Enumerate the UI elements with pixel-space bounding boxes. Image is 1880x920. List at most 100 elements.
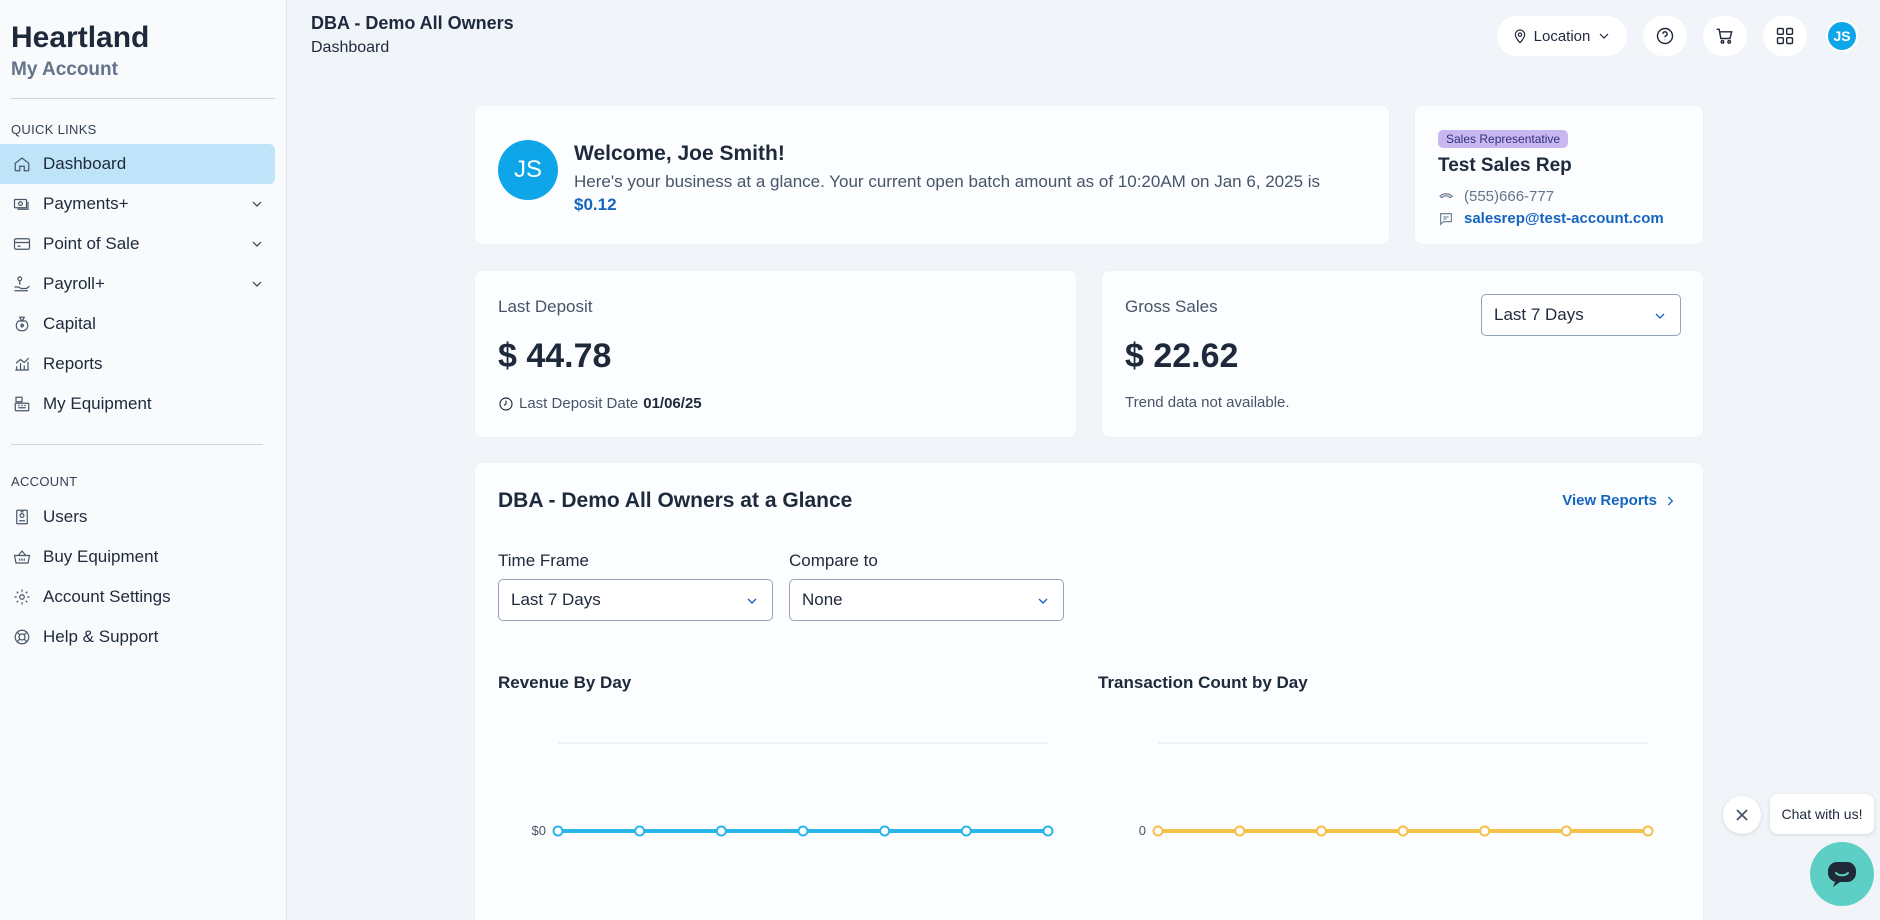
last-deposit-date: 01/06/25: [643, 395, 702, 412]
help-button[interactable]: [1643, 16, 1687, 56]
sidebar-item-label: Dashboard: [43, 154, 127, 173]
chevron-down-icon[interactable]: [249, 236, 265, 252]
sidebar-item-label: My Equipment: [43, 394, 152, 413]
data-point[interactable]: [1152, 825, 1164, 837]
home-icon: [12, 154, 32, 174]
divider: [11, 98, 275, 99]
data-point[interactable]: [960, 825, 972, 837]
sidebar-item-label: Reports: [43, 354, 103, 373]
lifebuoy-icon: [12, 627, 32, 647]
money-bag-icon: [12, 314, 32, 334]
sidebar-item-label: Help & Support: [43, 627, 159, 646]
data-point[interactable]: [634, 825, 646, 837]
time-frame-select[interactable]: Last 7 Days: [498, 579, 773, 621]
sidebar-item-point-of-sale[interactable]: Point of Sale: [0, 224, 275, 264]
gross-sales-value: $ 22.62: [1125, 337, 1239, 375]
register-icon: [12, 394, 32, 414]
brand-title: Heartland: [11, 21, 150, 54]
chart-title: Revenue By Day: [498, 673, 632, 692]
data-point[interactable]: [1642, 825, 1654, 837]
sidebar-item-label: Buy Equipment: [43, 547, 159, 566]
avatar: JS: [498, 140, 558, 200]
payroll-icon: [12, 274, 32, 294]
welcome-title: Welcome, Joe Smith!: [574, 142, 785, 165]
chevron-down-icon: [1596, 28, 1612, 44]
account-label: ACCOUNT: [11, 474, 78, 489]
chat-close-button[interactable]: [1723, 796, 1761, 834]
sidebar-item-users[interactable]: Users: [0, 497, 275, 537]
gear-icon: [12, 587, 32, 607]
data-point[interactable]: [1234, 825, 1246, 837]
gross-sales-range-select[interactable]: Last 7 Days: [1481, 294, 1681, 336]
sidebar-item-payments[interactable]: Payments+: [0, 184, 275, 224]
badge-icon: [12, 507, 32, 527]
cart-button[interactable]: [1703, 16, 1747, 56]
select-value: Last 7 Days: [1494, 305, 1584, 324]
y-tick-label: $0: [532, 823, 546, 838]
data-point[interactable]: [879, 825, 891, 837]
revenue-by-day-chart: $0: [532, 742, 1054, 838]
compare-to-select[interactable]: None: [789, 579, 1064, 621]
data-point[interactable]: [715, 825, 727, 837]
basket-icon: [12, 547, 32, 567]
sidebar-item-buy-equipment[interactable]: Buy Equipment: [0, 537, 275, 577]
sidebar-item-label: Point of Sale: [43, 234, 140, 253]
data-point[interactable]: [1315, 825, 1327, 837]
payments-icon: [12, 194, 32, 214]
data-point[interactable]: [1042, 825, 1054, 837]
welcome-card: JS Welcome, Joe Smith! Here's your busin…: [474, 105, 1390, 245]
page-title: DBA - Demo All Owners: [311, 13, 514, 33]
chart-icon: [12, 354, 32, 374]
help-icon: [1655, 26, 1675, 46]
rep-phone: (555)666-777: [1464, 188, 1555, 205]
chevron-down-icon[interactable]: [249, 196, 265, 212]
sales-rep-card: Sales Representative Test Sales Rep (555…: [1414, 105, 1704, 245]
compare-to-label: Compare to: [789, 551, 878, 570]
grid-icon: [1775, 26, 1795, 46]
sidebar-item-label: Users: [43, 507, 88, 526]
brand-subtitle: My Account: [11, 59, 118, 80]
chat-bubble[interactable]: Chat with us!: [1770, 794, 1874, 834]
chat-icon: [1826, 860, 1858, 888]
data-point[interactable]: [1560, 825, 1572, 837]
at-a-glance-card: DBA - Demo All Owners at a Glance View R…: [474, 462, 1704, 920]
chevron-down-icon[interactable]: [249, 276, 265, 292]
sidebar-item-label: Payroll+: [43, 274, 105, 293]
data-point[interactable]: [552, 825, 564, 837]
sidebar-item-label: Capital: [43, 314, 96, 333]
sidebar-item-capital[interactable]: Capital: [0, 304, 275, 344]
select-value: None: [802, 590, 843, 609]
welcome-text: Here's your business at a glance. Your c…: [574, 170, 1394, 216]
gross-sales-label: Gross Sales: [1125, 297, 1218, 316]
rep-email-link[interactable]: salesrep@test-account.com: [1464, 210, 1664, 227]
user-avatar[interactable]: JS: [1826, 20, 1858, 52]
view-reports-label: View Reports: [1562, 492, 1657, 509]
data-point[interactable]: [1397, 825, 1409, 837]
apps-button[interactable]: [1763, 16, 1807, 56]
sidebar-item-help-support[interactable]: Help & Support: [0, 617, 275, 657]
sidebar-item-reports[interactable]: Reports: [0, 344, 275, 384]
trend-note: Trend data not available.: [1125, 394, 1290, 411]
last-deposit-card: Last Deposit $ 44.78 Last Deposit Date 0…: [474, 270, 1077, 438]
data-point[interactable]: [1479, 825, 1491, 837]
rep-name: Test Sales Rep: [1438, 155, 1572, 176]
close-icon: [1735, 808, 1749, 822]
open-batch-amount: $0.12: [574, 195, 617, 214]
transaction-count-chart: 0: [1139, 742, 1654, 838]
sidebar-item-my-equipment[interactable]: My Equipment: [0, 384, 275, 424]
chat-launcher-button[interactable]: [1810, 842, 1874, 906]
welcome-message: Here's your business at a glance. Your c…: [574, 172, 1321, 191]
sidebar-item-payroll[interactable]: Payroll+: [0, 264, 275, 304]
view-reports-link[interactable]: View Reports: [1562, 492, 1677, 509]
sidebar-item-label: Account Settings: [43, 587, 171, 606]
chart-title: Transaction Count by Day: [1098, 673, 1308, 692]
data-point[interactable]: [797, 825, 809, 837]
sidebar-item-dashboard[interactable]: Dashboard: [0, 144, 275, 184]
sidebar-item-account-settings[interactable]: Account Settings: [0, 577, 275, 617]
brand: Heartland My Account: [0, 0, 286, 83]
sidebar-item-label: Payments+: [43, 194, 129, 213]
section-title: DBA - Demo All Owners at a Glance: [498, 489, 853, 512]
gross-sales-card: Gross Sales $ 22.62 Trend data not avail…: [1101, 270, 1704, 438]
message-icon: [1438, 211, 1454, 227]
location-button[interactable]: Location: [1497, 16, 1627, 56]
